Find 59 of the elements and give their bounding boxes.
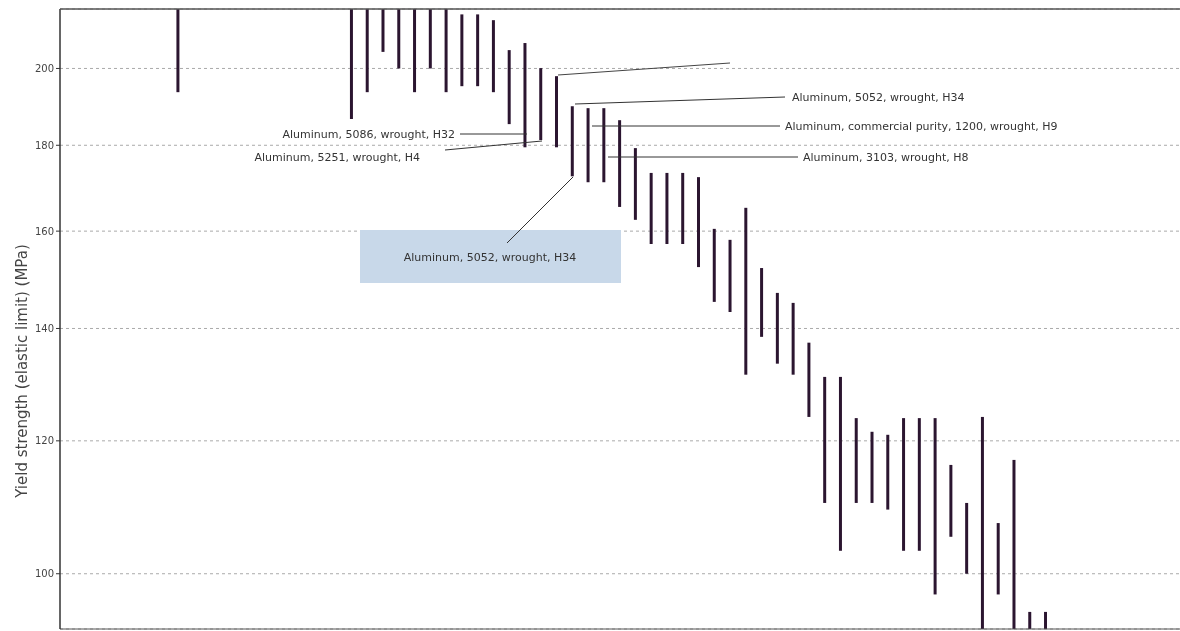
- bar: [949, 464, 953, 537]
- bar: [460, 14, 464, 87]
- bar: [365, 9, 369, 93]
- bar: [917, 418, 921, 551]
- bar: [428, 9, 432, 69]
- bar: [618, 120, 622, 207]
- y-tick-label: 140: [34, 323, 54, 335]
- annotation: Aluminum, commercial purity, 1200, wrought, H9: [785, 119, 1058, 133]
- bar: [854, 418, 858, 503]
- bar: [1028, 611, 1032, 629]
- bar: [838, 376, 842, 551]
- bar: [681, 172, 685, 244]
- bar: [381, 9, 385, 52]
- bar: [902, 418, 906, 551]
- bar: [413, 9, 417, 93]
- y-tick-label: 200: [34, 63, 54, 75]
- annotation: Aluminum, 5251, wrought, H4: [254, 150, 420, 164]
- bar: [760, 268, 764, 337]
- bar: [491, 20, 495, 93]
- bar: [397, 9, 401, 69]
- bar: [744, 207, 748, 375]
- y-tick-label: 160: [34, 225, 54, 237]
- bar: [476, 14, 480, 87]
- y-tick-label: 120: [34, 435, 54, 447]
- bar: [807, 342, 811, 417]
- bar: [586, 108, 590, 183]
- bar: [870, 431, 874, 503]
- bar: [176, 9, 180, 93]
- bar: [1044, 611, 1048, 629]
- bar: [555, 76, 559, 148]
- bar: [823, 376, 827, 503]
- annotation: Aluminum, 3103, wrought, H8: [803, 150, 969, 164]
- bar: [712, 228, 716, 302]
- annotation: Aluminum, 5052, wrought, H34: [403, 250, 577, 264]
- bar: [980, 416, 984, 629]
- bar: [1012, 459, 1016, 629]
- bar: [965, 502, 969, 574]
- bar: [886, 434, 890, 510]
- bar: [933, 418, 937, 595]
- bar: [775, 292, 779, 364]
- bar: [444, 9, 448, 93]
- bar: [996, 523, 1000, 595]
- annotation: Aluminum, 5086, wrought, H32: [282, 127, 455, 141]
- bar: [602, 108, 606, 183]
- y-axis-title: Yield strength (elastic limit) (MPa): [13, 244, 31, 499]
- y-tick-label: 100: [34, 568, 54, 580]
- bar: [728, 239, 732, 312]
- y-tick-label: 180: [34, 139, 54, 151]
- bar: [649, 172, 653, 244]
- bar: [696, 177, 700, 268]
- bar: [539, 68, 543, 141]
- bar: [791, 302, 795, 375]
- bar: [523, 43, 527, 148]
- annotation: Aluminum, 5052, wrought, H34: [792, 90, 965, 104]
- bar: [665, 172, 669, 244]
- bar: [633, 148, 637, 220]
- bar: [349, 9, 353, 120]
- bar: [507, 50, 511, 125]
- bar: [570, 106, 574, 177]
